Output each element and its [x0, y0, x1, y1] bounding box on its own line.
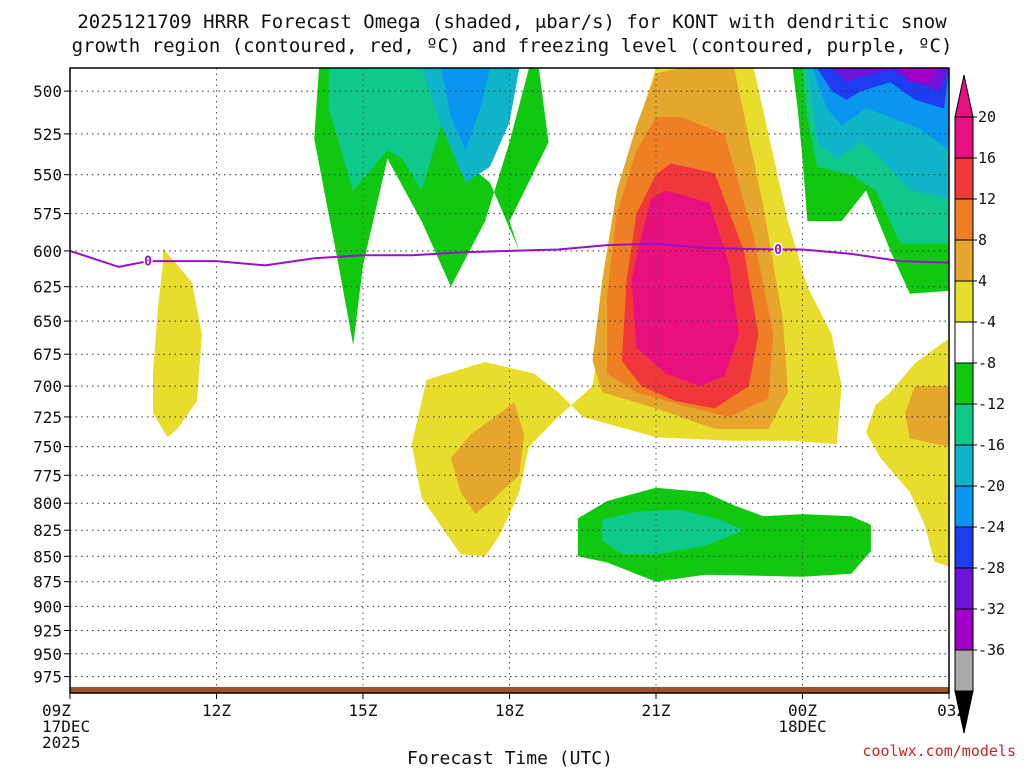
omega-region-ascent-yellow-left [153, 248, 202, 438]
freezing-level-label: 0 [144, 255, 152, 270]
y-tick-label: 800 [33, 494, 62, 513]
colorbar-bin [954, 362, 974, 405]
y-tick-label: 600 [33, 242, 62, 261]
colorbar-bin [954, 485, 974, 528]
colorbar-tick-label: 20 [978, 108, 996, 126]
colorbar-tick-label: -32 [978, 600, 1005, 618]
y-tick-label: 525 [33, 125, 62, 144]
grid [69, 68, 950, 690]
colorbar-bin [954, 239, 974, 282]
colorbar-tick-label: 4 [978, 272, 987, 290]
y-tick-label: 675 [33, 345, 62, 364]
colorbar-bin [954, 198, 974, 241]
colorbar: 20 16 12 8 4 -4 -8 -12 -16 -20 -24 -28 -32 -36 [954, 74, 1005, 734]
y-tick-label: 700 [33, 377, 62, 396]
colorbar-tick-label: -36 [978, 641, 1005, 659]
y-tick-label: 725 [33, 408, 62, 427]
y-tick-label: 625 [33, 278, 62, 297]
x-tick-label: 12Z [202, 701, 231, 720]
omega-region-descent-teal-low [602, 509, 744, 555]
colorbar-bottom-arrow [954, 690, 974, 734]
x-tick-label: 2025 [42, 733, 81, 752]
y-tick-label: 750 [33, 438, 62, 457]
y-tick-label: 650 [33, 312, 62, 331]
x-tick-label: 17DEC [42, 717, 90, 736]
credit-text: coolwx.com/models [862, 742, 1016, 760]
colorbar-bin [954, 157, 974, 200]
colorbar-tick-label: -12 [978, 395, 1005, 413]
colorbar-top-arrow [954, 74, 974, 118]
chart-title-line-1: 2025121709 HRRR Forecast Omega (shaded, … [77, 11, 947, 33]
omega-region-descent-teal-left [328, 68, 442, 191]
y-tick-label: 850 [33, 547, 62, 566]
omega-region-ascent-orange-low [450, 402, 525, 515]
y-tick-label: 550 [33, 166, 62, 185]
colorbar-tick-label: -28 [978, 559, 1005, 577]
colorbar-bin [954, 444, 974, 487]
colorbar-tick-label: -8 [978, 354, 996, 372]
y-tick-label: 975 [33, 668, 62, 687]
colorbar-tick-label: 12 [978, 190, 996, 208]
freezing-level-label: 0 [774, 243, 782, 258]
freezing-level-line [70, 242, 949, 268]
colorbar-tick-label: -4 [978, 313, 996, 331]
omega-region-ascent-yellow-right [866, 338, 949, 567]
y-axis: 500 525 550 575 600 625 650 675 700 725 750 775 800 8… [33, 82, 70, 687]
colorbar-bin [954, 116, 974, 159]
colorbar-bin [954, 403, 974, 446]
omega-region-descent-violet-right [900, 68, 940, 83]
y-tick-label: 575 [33, 205, 62, 224]
omega-region-ascent-magenta-main [631, 190, 739, 387]
y-tick-label: 875 [33, 573, 62, 592]
surface-ground-bar [70, 687, 949, 693]
colorbar-bin [954, 526, 974, 569]
omega-region-ascent-orange-right [905, 386, 949, 447]
colorbar-bin [954, 567, 974, 610]
x-tick-label: 09Z [42, 701, 71, 720]
colorbar-bin [954, 321, 974, 364]
colorbar-bin [954, 649, 974, 692]
x-tick-label: 00Z [788, 701, 817, 720]
chart-title-line-2: growth region (contoured, red, ºC) and f… [72, 35, 953, 57]
colorbar-bin [954, 280, 974, 323]
colorbar-bin [954, 608, 974, 651]
colorbar-tick-label: -24 [978, 518, 1005, 536]
colorbar-tick-label: 16 [978, 149, 996, 167]
x-axis-label: Forecast Time (UTC) [407, 748, 613, 768]
y-tick-label: 925 [33, 622, 62, 641]
y-tick-label: 500 [33, 82, 62, 101]
y-tick-label: 950 [33, 645, 62, 664]
y-tick-label: 825 [33, 521, 62, 540]
colorbar-tick-label: 8 [978, 231, 987, 249]
omega-shading [153, 68, 949, 582]
omega-region-descent-blue-left [441, 68, 490, 151]
x-tick-label: 21Z [642, 701, 671, 720]
colorbar-tick-label: -20 [978, 477, 1005, 495]
x-tick-label: 18DEC [778, 717, 826, 736]
x-tick-label: 18Z [495, 701, 524, 720]
colorbar-tick-label: -16 [978, 436, 1005, 454]
y-tick-label: 775 [33, 466, 62, 485]
y-tick-label: 900 [33, 597, 62, 616]
freezing-level: 00 [70, 242, 949, 271]
x-tick-label: 15Z [349, 701, 378, 720]
